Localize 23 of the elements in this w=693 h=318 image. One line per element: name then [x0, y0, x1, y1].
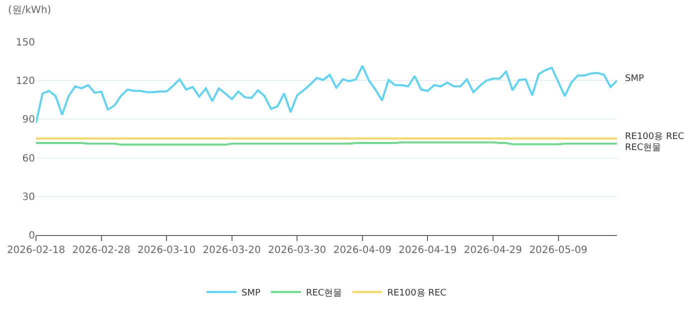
- line-series: [36, 64, 617, 124]
- text: RE100용 REC: [625, 132, 684, 142]
- legend-label: REC현물: [306, 288, 342, 298]
- y-tick-label: 0: [28, 230, 35, 242]
- y-tick-label: 90: [22, 114, 35, 126]
- y-tick-label: 30: [22, 192, 35, 203]
- y-tick-label: 120: [16, 76, 35, 88]
- x-tick-label: 2026-02-18: [6, 245, 66, 256]
- y-tick-label: 150: [16, 38, 35, 48]
- x-tick-label: 2026-03-10: [137, 245, 196, 256]
- x-tick-label: 2026-04-29: [464, 245, 522, 256]
- x-tick-label: 2026-03-20: [202, 245, 261, 256]
- text: REC현물: [625, 143, 662, 153]
- legend-label: RE100용 REC: [387, 288, 446, 298]
- y-tick-label: 60: [22, 153, 35, 164]
- x-tick-label: 2026-04-19: [398, 245, 457, 256]
- x-tick-label: 2026-05-09: [529, 245, 588, 256]
- x-tick-label: 2026-02-28: [72, 245, 130, 256]
- y-axis-title: (원/kWh): [8, 5, 52, 16]
- text: SMP: [625, 74, 644, 84]
- x-tick-label: 2026-03-30: [268, 245, 326, 256]
- x-tick-label: 2026-04-09: [333, 245, 392, 256]
- legend-label: SMP: [242, 288, 261, 298]
